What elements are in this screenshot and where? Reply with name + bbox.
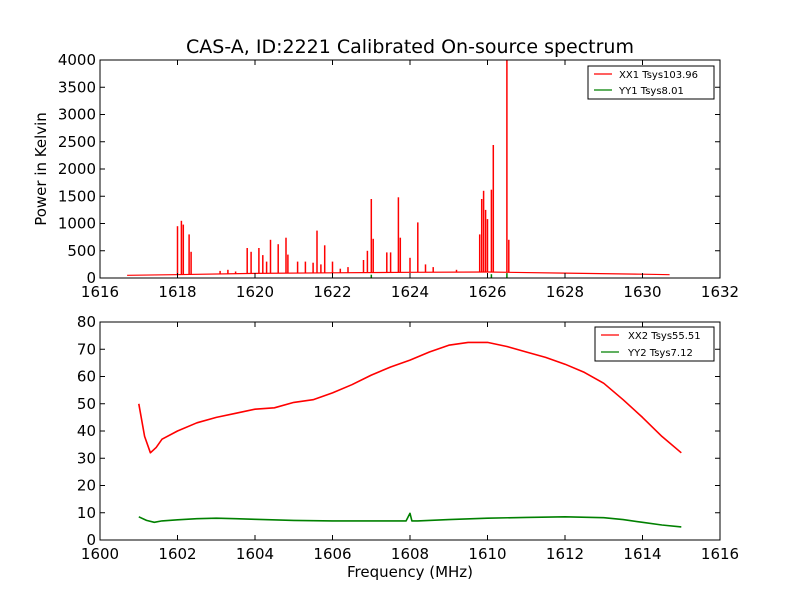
bottom-xtick-label: 1614 bbox=[623, 545, 661, 563]
bottom-axis-ticks: 1600 1602 1604 1606 1608 1610 1612 1614 1616 0 10 2… bbox=[77, 313, 739, 563]
bottom-ytick-label: 50 bbox=[77, 395, 96, 413]
bottom-xtick-label: 1610 bbox=[468, 545, 506, 563]
top-legend-box bbox=[587, 65, 715, 100]
top-xtick-label: 1628 bbox=[546, 283, 584, 301]
top-xtick-label: 1630 bbox=[623, 283, 661, 301]
top-legend: XX1 Tsys103.96 YY1 Tsys8.01 bbox=[587, 65, 715, 100]
legend-label-xx1: XX1 Tsys103.96 bbox=[619, 70, 698, 81]
top-ytick-label: 500 bbox=[67, 242, 96, 260]
top-ytick-label: 3500 bbox=[58, 78, 96, 96]
bottom-xtick-label: 1612 bbox=[546, 545, 584, 563]
bottom-xtick-label: 1608 bbox=[391, 545, 429, 563]
panel-bottom-spectrum: 1600 1602 1604 1606 1608 1610 1612 1614 1616 0 10 2… bbox=[77, 313, 739, 581]
top-axis-ticks: 1616 1618 1620 1622 1624 1626 1628 1630 1632 0 500… bbox=[58, 51, 739, 301]
bottom-xlabel: Frequency (MHz) bbox=[347, 563, 473, 581]
top-ytick-label: 1000 bbox=[58, 215, 96, 233]
bottom-legend: XX2 Tsys55.51 YY2 Tsys7.12 bbox=[594, 326, 715, 362]
top-ytick-label: 4000 bbox=[58, 51, 96, 69]
bottom-series-yy2-line bbox=[138, 512, 682, 528]
top-xtick-label: 1616 bbox=[81, 283, 119, 301]
bottom-xtick-label: 1602 bbox=[158, 545, 196, 563]
top-xtick-label: 1622 bbox=[313, 283, 351, 301]
top-xtick-label: 1620 bbox=[236, 283, 274, 301]
bottom-ytick-label: 70 bbox=[77, 340, 96, 358]
top-series-xx1-baseline bbox=[127, 271, 670, 276]
top-xtick-label: 1624 bbox=[391, 283, 429, 301]
bottom-plot-data bbox=[138, 341, 682, 528]
top-ytick-label: 3000 bbox=[58, 106, 96, 124]
top-ytick-label: 2500 bbox=[58, 133, 96, 151]
panel-top-spectrum: 1616 1618 1620 1622 1624 1626 1628 1630 1632 0 500… bbox=[32, 51, 739, 301]
legend-label-yy1: YY1 Tsys8.01 bbox=[618, 86, 684, 97]
bottom-ytick-label: 20 bbox=[77, 477, 96, 495]
bottom-xtick-label: 1604 bbox=[236, 545, 274, 563]
bottom-ytick-label: 30 bbox=[77, 449, 96, 467]
top-xtick-label: 1626 bbox=[468, 283, 506, 301]
top-xtick-label: 1632 bbox=[701, 283, 739, 301]
bottom-ytick-label: 0 bbox=[86, 531, 96, 549]
bottom-ytick-label: 10 bbox=[77, 504, 96, 522]
bottom-ytick-label: 80 bbox=[77, 313, 96, 331]
bottom-xtick-label: 1600 bbox=[81, 545, 119, 563]
bottom-xtick-label: 1606 bbox=[313, 545, 351, 563]
legend-label-yy2: YY2 Tsys7.12 bbox=[627, 348, 693, 359]
bottom-xtick-label: 1616 bbox=[701, 545, 739, 563]
top-ytick-label: 0 bbox=[86, 269, 96, 287]
top-plot-data bbox=[127, 60, 670, 278]
bottom-ytick-label: 60 bbox=[77, 368, 96, 386]
top-ytick-label: 2000 bbox=[58, 160, 96, 178]
top-xtick-label: 1618 bbox=[158, 283, 196, 301]
legend-label-xx2: XX2 Tsys55.51 bbox=[628, 331, 701, 342]
bottom-legend-box bbox=[594, 326, 715, 362]
top-ytick-label: 1500 bbox=[58, 187, 96, 205]
figure-title: CAS-A, ID:2221 Calibrated On-source spec… bbox=[186, 36, 634, 58]
bottom-ytick-label: 40 bbox=[77, 422, 96, 440]
top-ylabel: Power in Kelvin bbox=[32, 112, 50, 226]
bottom-series-xx2-line bbox=[138, 341, 682, 454]
